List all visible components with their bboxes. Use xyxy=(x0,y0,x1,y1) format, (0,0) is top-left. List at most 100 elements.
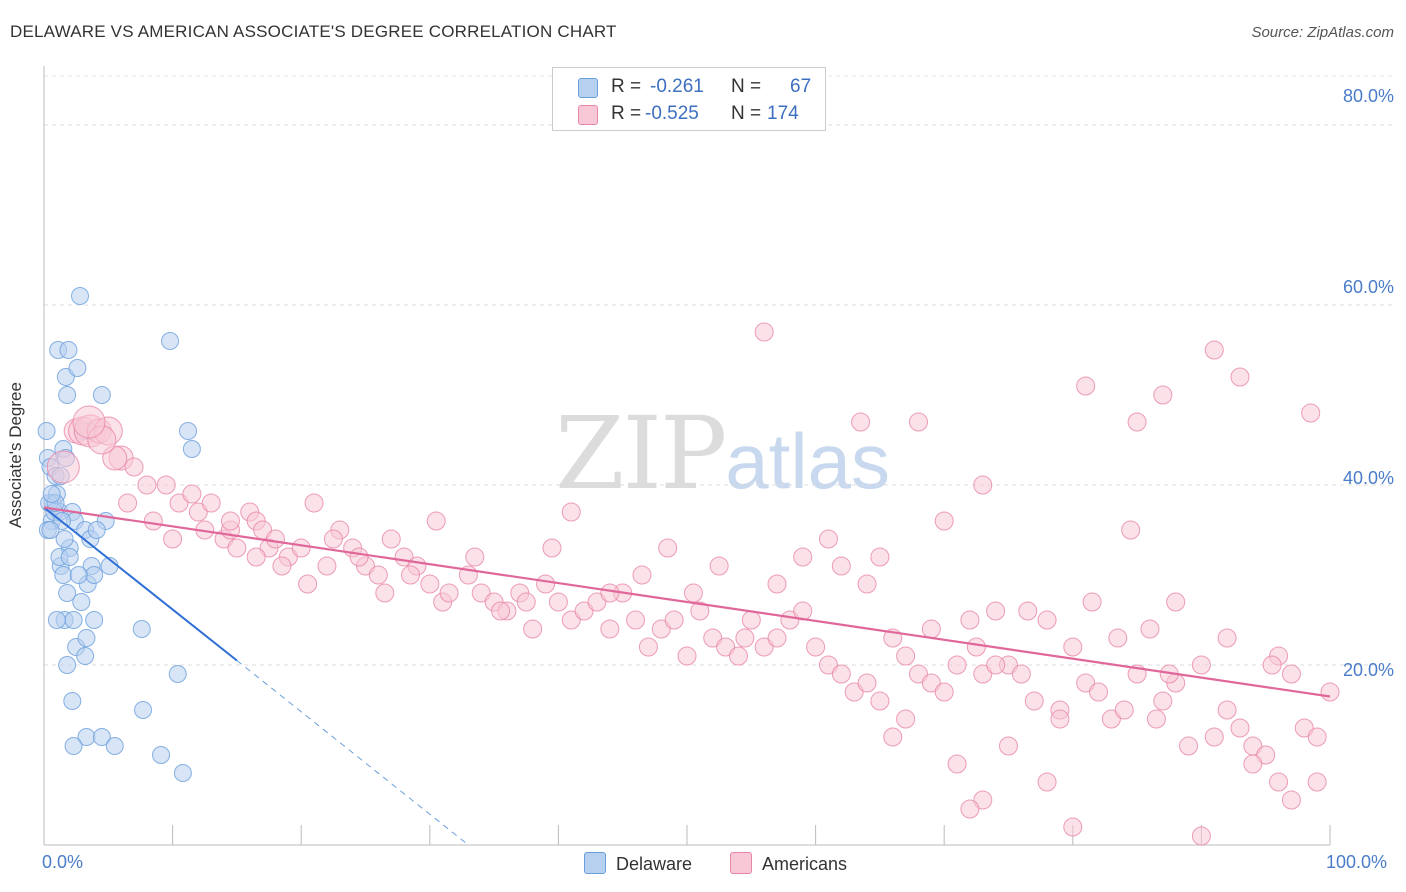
chart-title: DELAWARE VS AMERICAN ASSOCIATE'S DEGREE … xyxy=(10,22,617,41)
legend: R = -0.261 N = 67 R = -0.525 N = 174 xyxy=(552,67,826,131)
data-point-delaware xyxy=(87,521,106,539)
data-point-americans xyxy=(1262,655,1282,675)
legend-r-label: R = xyxy=(611,103,642,124)
data-point-americans xyxy=(1179,736,1199,756)
data-point-americans xyxy=(523,619,543,639)
data-point-americans xyxy=(227,538,247,558)
data-point-americans xyxy=(728,646,748,666)
data-point-americans xyxy=(883,727,903,747)
data-point-americans xyxy=(986,655,1006,675)
data-point-delaware xyxy=(60,548,79,566)
data-point-americans xyxy=(921,619,941,639)
data-point-americans xyxy=(1269,772,1289,792)
legend-n-value: 174 xyxy=(767,103,799,124)
data-point-americans xyxy=(896,709,916,729)
data-point-americans xyxy=(1153,691,1173,711)
data-point-americans xyxy=(1024,691,1044,711)
data-point-delaware xyxy=(64,737,83,755)
data-point-delaware xyxy=(55,530,74,548)
data-point-americans xyxy=(201,493,221,513)
data-point-delaware xyxy=(69,566,88,584)
data-point-americans xyxy=(72,405,106,439)
data-point-americans xyxy=(1089,682,1109,702)
data-point-americans xyxy=(831,556,851,576)
data-point-americans xyxy=(118,493,138,513)
data-point-americans xyxy=(548,592,568,612)
data-point-delaware xyxy=(71,287,90,305)
data-point-americans xyxy=(1204,727,1224,747)
data-point-delaware xyxy=(37,422,56,440)
data-point-americans xyxy=(381,529,401,549)
data-point-americans xyxy=(375,583,395,603)
data-point-americans xyxy=(426,511,446,531)
data-point-americans xyxy=(1063,817,1083,837)
y-tick-label: 40.0% xyxy=(1342,468,1394,488)
data-point-americans xyxy=(857,574,877,594)
data-point-americans xyxy=(1191,655,1211,675)
data-point-americans xyxy=(1121,520,1141,540)
watermark-atlas: atlas xyxy=(725,417,891,505)
data-point-americans xyxy=(709,556,729,576)
data-point-delaware xyxy=(92,728,111,746)
data-point-americans xyxy=(272,556,292,576)
data-point-delaware xyxy=(42,485,61,503)
data-point-delaware xyxy=(105,737,124,755)
data-point-americans xyxy=(1114,700,1134,720)
data-point-americans xyxy=(304,493,324,513)
data-point-americans xyxy=(1281,664,1301,684)
data-point-americans xyxy=(658,538,678,558)
data-point-americans xyxy=(1307,772,1327,792)
data-point-americans xyxy=(934,682,954,702)
data-point-delaware xyxy=(132,620,151,638)
data-point-americans xyxy=(896,646,916,666)
bottom-legend-label: Delaware xyxy=(616,854,693,874)
data-point-americans xyxy=(1166,592,1186,612)
data-point-delaware xyxy=(161,332,180,350)
y-tick-label: 60.0% xyxy=(1342,277,1394,297)
data-point-delaware xyxy=(92,386,111,404)
data-point-americans xyxy=(1217,628,1237,648)
data-point-delaware xyxy=(72,593,91,611)
legend-n-label: N = xyxy=(731,76,762,97)
bottom-legend-swatch-americans xyxy=(730,852,752,874)
data-point-americans xyxy=(317,556,337,576)
data-point-americans xyxy=(690,601,710,621)
source-label: Source: ZipAtlas.com xyxy=(1251,24,1394,41)
data-point-americans xyxy=(137,475,157,495)
data-point-americans xyxy=(793,547,813,567)
y-tick-label: 20.0% xyxy=(1342,660,1394,680)
data-point-americans xyxy=(754,322,774,342)
data-point-americans xyxy=(124,457,144,477)
data-point-americans xyxy=(561,502,581,522)
data-point-americans xyxy=(947,754,967,774)
data-point-delaware xyxy=(54,566,73,584)
bottom-legend-swatch-delaware xyxy=(584,852,606,874)
data-point-delaware xyxy=(85,611,104,629)
trend-line-delaware xyxy=(43,506,238,662)
data-point-americans xyxy=(818,529,838,549)
data-point-delaware xyxy=(47,611,66,629)
data-point-americans xyxy=(934,511,954,531)
data-point-americans xyxy=(960,610,980,630)
data-point-americans xyxy=(767,628,787,648)
data-point-americans xyxy=(491,601,511,621)
x-tick-label: 0.0% xyxy=(42,852,84,872)
data-point-americans xyxy=(1082,592,1102,612)
data-point-delaware xyxy=(173,764,192,782)
data-point-americans xyxy=(1108,628,1128,648)
data-point-americans xyxy=(741,610,761,630)
data-point-americans xyxy=(1281,790,1301,810)
data-point-americans xyxy=(368,565,388,585)
data-point-americans xyxy=(677,646,697,666)
data-point-americans xyxy=(831,664,851,684)
data-point-americans xyxy=(1230,718,1250,738)
data-point-americans xyxy=(156,475,176,495)
data-point-americans xyxy=(143,511,163,531)
legend-r-value: -0.261 xyxy=(650,76,704,97)
data-point-americans xyxy=(46,450,80,484)
data-point-americans xyxy=(947,655,967,675)
data-point-americans xyxy=(465,547,485,567)
data-point-delaware xyxy=(59,341,78,359)
data-point-americans xyxy=(966,637,986,657)
data-point-americans xyxy=(182,484,202,504)
